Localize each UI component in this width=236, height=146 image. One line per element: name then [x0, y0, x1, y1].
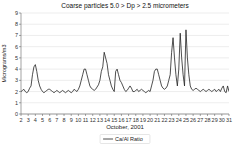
y-tick-label: 5: [15, 55, 18, 61]
chart: 0123456789234567891011121314151617181920…: [0, 0, 236, 146]
grid-line: [21, 13, 229, 14]
x-tick-label: 13: [97, 117, 103, 123]
y-tick-label: 8: [15, 21, 18, 27]
x-tick-label: 17: [126, 117, 132, 123]
y-tick-label: 7: [15, 32, 18, 38]
x-tick-label: 19: [140, 117, 146, 123]
x-tick-label: 10: [75, 117, 81, 123]
x-tick-label: 23: [169, 117, 175, 123]
x-tick-label: 18: [133, 117, 139, 123]
x-tick-label: 30: [219, 117, 225, 123]
plot-area: [21, 30, 229, 93]
series-line: [21, 30, 229, 93]
x-tick-label: 7: [55, 117, 58, 123]
x-tick-label: 8: [63, 117, 66, 123]
x-axis-label: October, 2001: [106, 124, 144, 130]
grid-line: [21, 102, 229, 103]
y-axis: [21, 13, 22, 114]
x-axis: [21, 114, 229, 115]
x-tick-label: 29: [212, 117, 218, 123]
x-tick-label: 22: [161, 117, 167, 123]
x-tick-label: 14: [104, 117, 110, 123]
grid-line: [21, 46, 229, 47]
legend-box: [100, 135, 150, 144]
x-tick-label: 11: [83, 117, 89, 123]
y-tick-label: 6: [15, 44, 18, 50]
x-tick-label: 9: [70, 117, 73, 123]
x-tick-label: 21: [154, 117, 160, 123]
title: Coarse particles 5.0 > Dp > 2.5 micromet…: [61, 2, 189, 10]
x-tick-label: 16: [118, 117, 124, 123]
x-tick-label: 3: [27, 117, 30, 123]
grid-line: [21, 24, 229, 25]
x-tick-label: 26: [190, 117, 196, 123]
y-tick-label: 4: [15, 66, 18, 72]
x-tick-label: 2: [19, 117, 22, 123]
x-tick-label: 6: [48, 117, 51, 123]
x-tick-label: 4: [34, 117, 37, 123]
legend: Ca/Al Ratio: [100, 135, 150, 144]
y-tick-label: 2: [15, 89, 18, 95]
y-tick-label: 9: [15, 10, 18, 16]
x-tick-label: 28: [204, 117, 210, 123]
legend-label: Ca/Al Ratio: [115, 136, 143, 142]
grid-line: [21, 69, 229, 70]
x-tick-label: 27: [197, 117, 203, 123]
grid-line: [21, 80, 229, 81]
x-tick-label: 5: [41, 117, 44, 123]
y-tick-label: 0: [15, 111, 18, 117]
x-tick-label: 31: [226, 117, 232, 123]
y-axis-label: Micrograms/m3: [1, 45, 7, 83]
x-tick-label: 15: [111, 117, 117, 123]
grid-line: [21, 114, 229, 115]
y-tick-label: 3: [15, 77, 18, 83]
x-tick-label: 12: [90, 117, 96, 123]
legend-swatch: [103, 139, 113, 140]
grid-line: [21, 57, 229, 58]
y-tick-label: 1: [15, 100, 18, 106]
x-tick-label: 20: [147, 117, 153, 123]
x-tick-label: 25: [183, 117, 189, 123]
x-tick-label: 24: [176, 117, 182, 123]
grid-line: [21, 35, 229, 36]
